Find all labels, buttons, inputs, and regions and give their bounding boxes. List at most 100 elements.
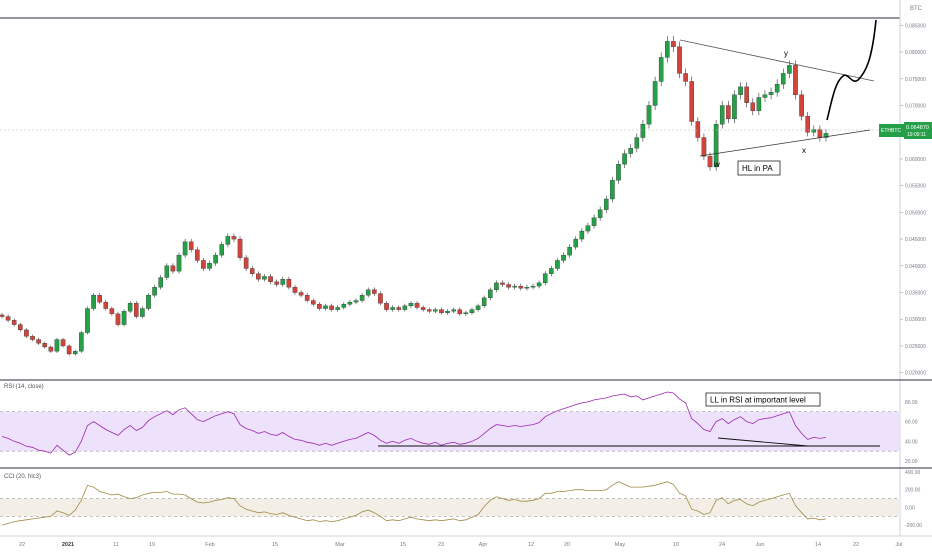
candle-down [744,86,749,103]
symbol-label: BTC [910,6,923,12]
candle-up [72,351,78,355]
candle-up [359,295,365,301]
candle-down [304,295,310,301]
candle-down [701,137,707,157]
candle-up [323,305,328,309]
candle-down [103,301,109,309]
time-tick-label: 19 [149,542,155,548]
candle-down [195,249,200,261]
candle-up [787,65,792,74]
label-y: y [784,49,788,58]
candle-down [396,307,402,310]
price-tick-label: 0.080000 [905,50,926,56]
candle-up [341,304,347,308]
candle-up [658,57,664,82]
candle-up [756,97,762,111]
candle-up [524,287,530,289]
candle-up [152,287,157,296]
candle-up [365,289,371,296]
hl-callout-box [737,160,781,176]
candle-down [329,305,334,310]
candle-down [726,105,731,120]
candle-up [127,303,133,312]
candle-down [500,282,505,285]
candle-up [665,41,670,58]
candle-up [536,282,542,287]
price-tick-label: 0.060000 [905,157,926,163]
candle-up [146,295,151,309]
ll-callout: LL in RSI at important level [705,392,821,407]
candle-down [48,346,54,352]
candle-up [433,309,438,312]
cci-tick-label: 200.00 [905,488,921,494]
candle-down [292,287,298,293]
price-tick-label: 0.040000 [905,264,926,270]
price-tag-value: 0.064870 [906,125,929,131]
candle-down [457,309,463,315]
candle-up [530,285,536,288]
cci-tick-label: 0.00 [905,505,915,511]
candle-up [732,94,737,120]
price-tag-value-box [904,122,932,139]
candle-up [445,311,450,313]
candle-up [219,244,225,256]
cci-axis-ticks: 400.00 200.00 0.00 -200.00 [905,470,922,529]
candle-down [60,339,66,347]
candle-down [750,102,756,111]
candle-up [451,309,456,312]
candle-down [420,307,426,310]
candle-up [121,311,127,325]
cci-label: CCI (20, hlc3) [4,474,41,480]
time-tick-label: 22 [19,542,25,548]
candle-down [97,295,102,303]
candle-up [85,308,90,333]
candle-up [353,300,359,303]
time-tick-label: 22 [853,542,859,548]
rsi-lower-low-line [717,437,809,447]
candle-up [262,276,267,280]
time-tick-label: 15 [272,542,278,548]
candle-up [79,332,84,352]
candle-up [652,81,658,106]
rsi-tick-label: 40.00 [905,439,918,445]
candle-down [243,257,249,269]
rsi-tick-label: 60.00 [905,420,918,426]
price-tag-symbol-box [879,124,904,137]
time-tick-label: 23 [438,542,444,548]
time-tick-label: 15 [400,542,406,548]
candle-up [634,137,640,149]
candle-up [774,83,780,93]
candle-up [780,73,786,85]
time-tick-label: Apr [479,542,488,548]
candle-up [646,105,652,125]
candle-down [66,345,72,355]
candle-up [207,262,212,269]
rsi-label: RSI (14, close) [4,384,44,390]
candle-up [488,289,493,299]
candle-down [249,268,255,274]
rsi-tick-label: 20.00 [905,459,918,465]
candle-down [683,73,688,82]
candle-up [603,198,609,210]
cci-line [1,481,827,526]
candle-up [579,230,585,240]
candle-up [628,148,633,154]
candle-down [317,304,322,309]
projection-curve [826,19,877,121]
triangle-lower-trendline [699,129,871,157]
candle-down [201,260,206,269]
time-tick-label: 24 [719,542,725,548]
cci-tick-label: -200.00 [905,523,922,529]
candle-up [390,307,395,310]
candle-down [518,285,524,289]
price-tick-label: 0.045000 [905,237,926,243]
candle-down [793,65,798,95]
price-tick-label: 0.075000 [905,77,926,83]
price-tick-label: 0.085000 [905,23,926,29]
candle-down [115,313,121,325]
candle-down [11,320,17,325]
candle-up [561,254,566,261]
candle-up [823,133,829,138]
time-tick-label: 20 [564,542,570,548]
candle-down [378,293,383,304]
